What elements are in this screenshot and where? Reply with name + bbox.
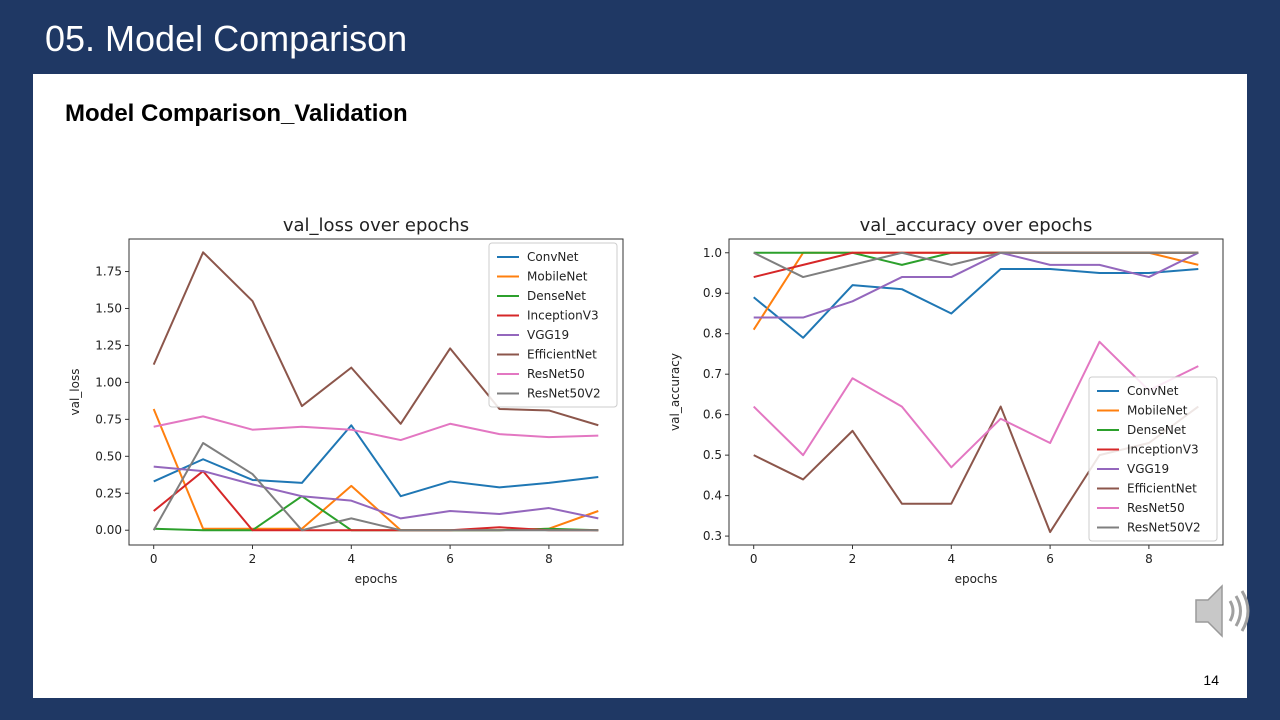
- y-tick-label: 0.25: [95, 486, 122, 500]
- series-line-resnet50v2: [753, 251, 1199, 279]
- legend-label-efficientnet: EfficientNet: [527, 348, 597, 362]
- legend-label-resnet50: ResNet50: [1127, 501, 1185, 515]
- legend-label-resnet50v2: ResNet50V2: [1127, 521, 1201, 535]
- x-tick-label: 4: [947, 552, 955, 566]
- chart-title: val_loss over epochs: [283, 215, 469, 236]
- y-tick-label: 0.75: [95, 412, 122, 426]
- x-tick-label: 8: [1145, 552, 1153, 566]
- series-line-vgg19: [153, 465, 599, 520]
- slide-content-panel: Model Comparison_Validation val_loss ove…: [33, 74, 1247, 698]
- series-line-resnet50: [153, 415, 599, 442]
- series-line-convnet: [753, 267, 1199, 339]
- legend-label-densenet: DenseNet: [527, 289, 586, 303]
- legend-label-inceptionv3: InceptionV3: [1127, 443, 1199, 457]
- y-tick-label: 0.8: [703, 327, 722, 341]
- y-tick-label: 0.00: [95, 523, 122, 537]
- legend-label-vgg19: VGG19: [527, 328, 569, 342]
- val-loss-chart: val_loss over epochs 0 2 4 6 8 0.00 0.25 0.50 0.7…: [68, 215, 624, 586]
- legend-label-resnet50: ResNet50: [527, 367, 585, 381]
- chart-title: val_accuracy over epochs: [860, 215, 1093, 236]
- legend-label-convnet: ConvNet: [527, 250, 579, 264]
- series-line-resnet50: [752, 340, 1199, 469]
- page-number: 14: [1203, 672, 1219, 688]
- val-accuracy-chart: val_accuracy over epochs 0 2 4 6 8 0.3 0.4 0.5 0.…: [668, 215, 1224, 586]
- series-line-vgg19: [753, 251, 1199, 319]
- y-axis-label: val_loss: [68, 369, 82, 416]
- y-tick-label: 0.5: [703, 448, 722, 462]
- slide-subtitle: Model Comparison_Validation: [65, 100, 408, 127]
- chart-legend: ConvNet MobileNet DenseNet InceptionV3 VGG19…: [1088, 376, 1218, 542]
- chart-legend: ConvNet MobileNet DenseNet InceptionV3 VGG19…: [488, 242, 618, 408]
- plot-area-frame: [128, 238, 624, 546]
- x-tick-label: 0: [150, 552, 158, 566]
- x-tick-label: 6: [1046, 552, 1054, 566]
- series-line-resnet50v2: [152, 442, 599, 532]
- legend-label-inceptionv3: InceptionV3: [527, 309, 599, 323]
- slide-title: 05. Model Comparison: [45, 18, 408, 59]
- y-tick-label: 1.00: [95, 375, 122, 389]
- y-tick-label: 1.25: [95, 338, 122, 352]
- legend-label-vgg19: VGG19: [1127, 462, 1169, 476]
- legend-box: [488, 242, 618, 408]
- y-tick-label: 1.0: [703, 246, 722, 260]
- legend-label-mobilenet: MobileNet: [527, 270, 588, 284]
- y-axis-label: val_accuracy: [668, 353, 682, 431]
- x-tick-label: 0: [750, 552, 758, 566]
- y-tick-label: 0.9: [703, 286, 722, 300]
- legend-label-resnet50v2: ResNet50V2: [527, 387, 601, 401]
- y-tick-label: 0.3: [703, 529, 722, 543]
- x-tick-label: 4: [347, 552, 355, 566]
- series-line-mobilenet: [152, 408, 599, 532]
- x-tick-label: 6: [446, 552, 454, 566]
- y-tick-label: 0.4: [703, 489, 722, 503]
- speaker-audio-icon[interactable]: [1160, 556, 1260, 656]
- y-tick-label: 1.75: [95, 265, 122, 279]
- y-tick-label: 1.50: [95, 301, 122, 315]
- legend-box: [1088, 376, 1218, 542]
- series-line-efficientnet: [152, 251, 599, 427]
- legend-label-mobilenet: MobileNet: [1127, 404, 1188, 418]
- legend-label-densenet: DenseNet: [1127, 423, 1186, 437]
- x-tick-label: 2: [849, 552, 857, 566]
- x-axis-label: epochs: [355, 572, 398, 586]
- y-tick-label: 0.6: [703, 408, 722, 422]
- y-tick-label: 0.7: [703, 367, 722, 381]
- series-line-inceptionv3: [153, 470, 599, 532]
- legend-label-efficientnet: EfficientNet: [1127, 482, 1197, 496]
- x-tick-label: 8: [545, 552, 553, 566]
- x-tick-label: 2: [249, 552, 257, 566]
- legend-label-convnet: ConvNet: [1127, 384, 1179, 398]
- y-tick-label: 0.50: [95, 449, 122, 463]
- x-axis-label: epochs: [955, 572, 998, 586]
- series-line-convnet: [153, 424, 599, 498]
- plot-area-frame: [728, 238, 1224, 546]
